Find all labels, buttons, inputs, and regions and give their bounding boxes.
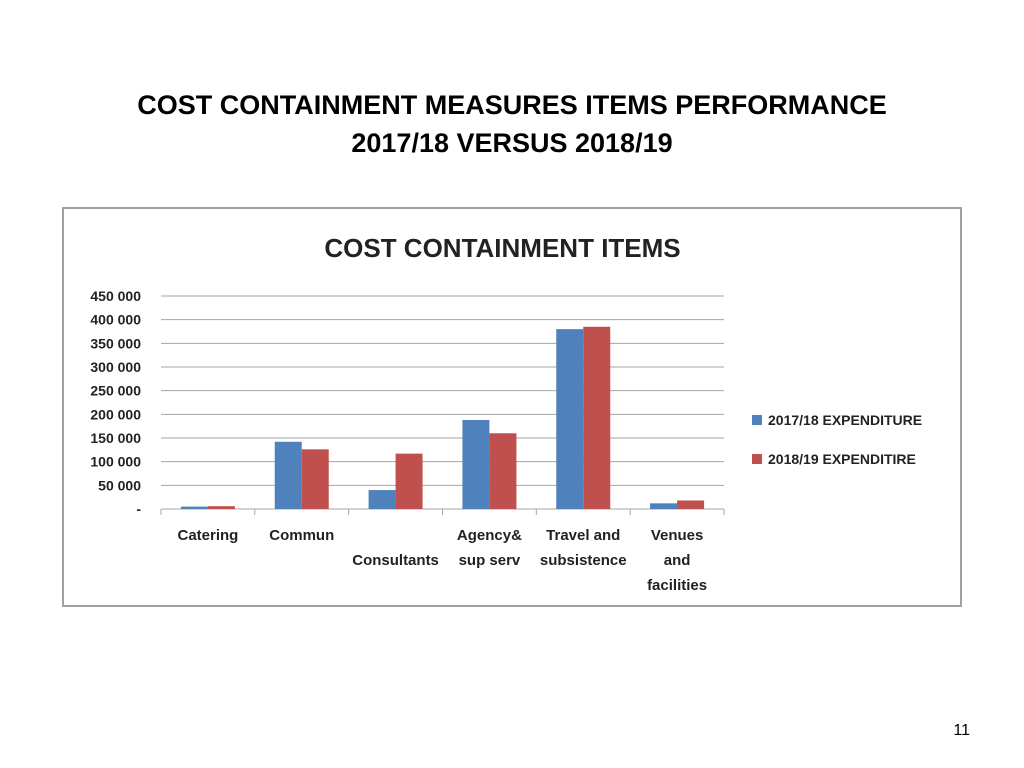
y-tick-label: 250 000 (90, 383, 141, 399)
legend-item: 2018/19 EXPENDITIRE (752, 448, 922, 470)
slide-title-line-2: 2017/18 VERSUS 2018/19 (351, 128, 673, 158)
y-tick-label: 450 000 (90, 288, 141, 304)
y-tick-label: 300 000 (90, 359, 141, 375)
x-tick-label: Consultants (352, 552, 439, 569)
y-tick-label: 200 000 (90, 406, 141, 422)
legend-item: 2017/18 EXPENDITURE (752, 409, 922, 431)
bar (489, 433, 517, 509)
bar (207, 506, 235, 509)
bar (650, 503, 678, 509)
legend-label: 2017/18 EXPENDITURE (768, 412, 923, 428)
y-tick-label: 150 000 (90, 430, 141, 446)
legend-swatch (752, 415, 762, 425)
legend-swatch (752, 454, 762, 464)
y-tick-label: 100 000 (90, 454, 141, 470)
bar (556, 329, 584, 509)
bar (368, 490, 396, 509)
x-tick-label: subsistence (540, 552, 627, 569)
x-tick-label: Catering (177, 527, 238, 544)
x-tick-label: Travel and (546, 527, 620, 544)
x-tick-label: Commun (269, 527, 334, 544)
bar (462, 420, 490, 509)
y-tick-label: 400 000 (90, 312, 141, 328)
bar-chart: COST CONTAINMENT ITEMS - 50 000 100 000 150 … (90, 233, 725, 594)
y-tick-label: 350 000 (90, 335, 141, 351)
bar (301, 449, 329, 509)
bar (583, 326, 611, 509)
chart-legend: 2017/18 EXPENDITURE 2018/19 EXPENDITIRE (752, 409, 922, 487)
slide-title: COST CONTAINMENT MEASURES ITEMS PERFORMA… (0, 86, 1024, 162)
bar (677, 500, 705, 509)
x-tick-label: Agency& (457, 527, 522, 544)
slide-title-line-1: COST CONTAINMENT MEASURES ITEMS PERFORMA… (137, 90, 887, 120)
y-tick-label: - (136, 501, 141, 517)
legend-label: 2018/19 EXPENDITIRE (768, 451, 916, 467)
bar (274, 441, 302, 509)
x-tick-label: facilities (647, 577, 707, 594)
x-tick-label: and (664, 552, 691, 569)
y-tick-label: 50 000 (98, 477, 141, 493)
page-number: 11 (953, 722, 970, 739)
x-tick-label: sup serv (459, 552, 521, 569)
bar (180, 506, 208, 509)
bar (395, 453, 423, 509)
chart-frame: COST CONTAINMENT ITEMS - 50 000 100 000 150 … (62, 207, 962, 607)
chart-title: COST CONTAINMENT ITEMS (324, 233, 680, 263)
x-tick-label: Venues (651, 527, 704, 544)
